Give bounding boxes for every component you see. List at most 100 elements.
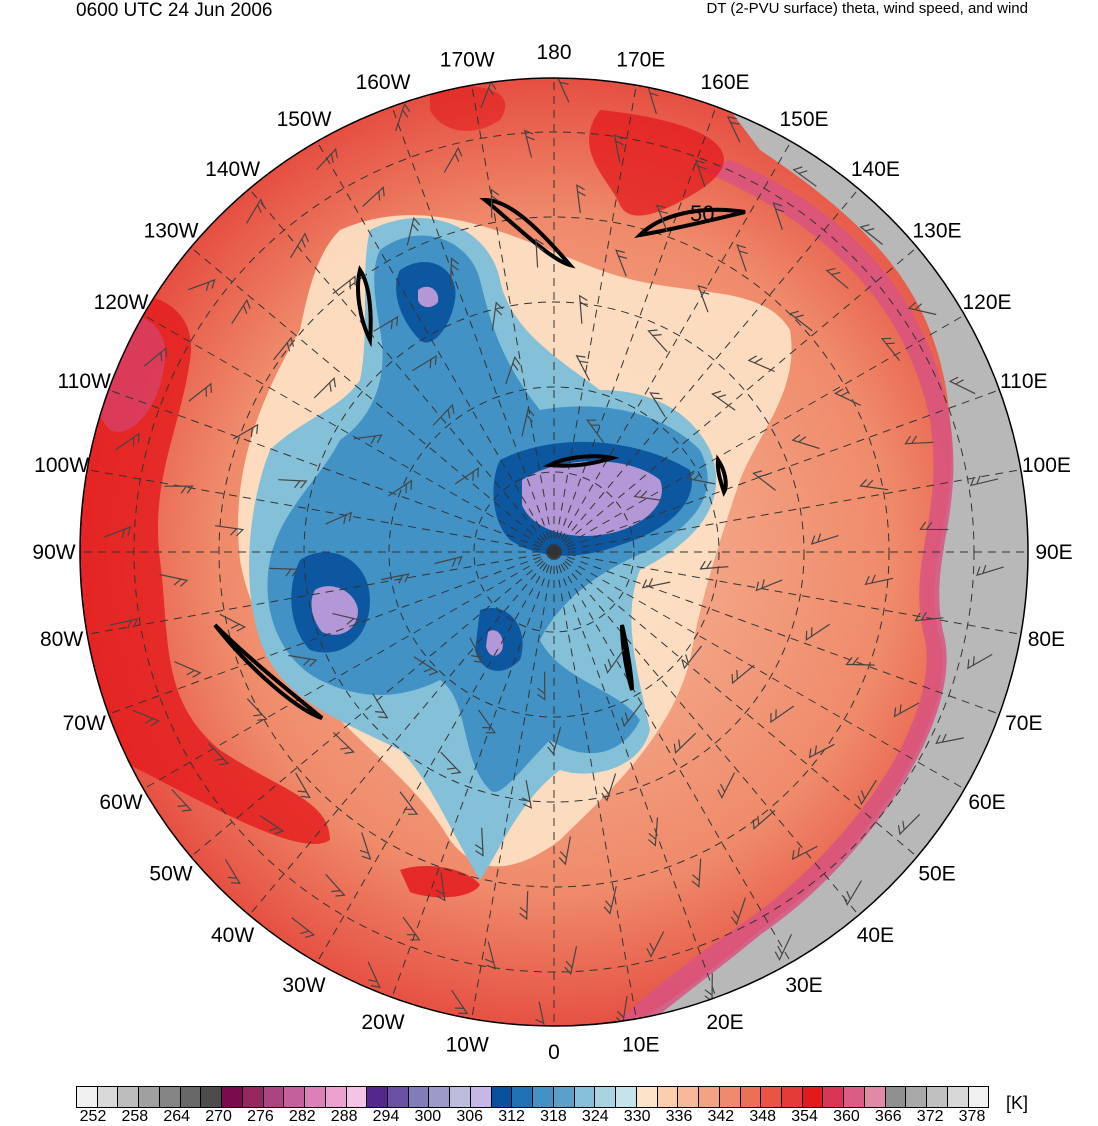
wind-barb — [325, 873, 346, 897]
colorbar-cell — [388, 1087, 409, 1107]
longitude-label: 40E — [857, 924, 894, 947]
wind-barb — [288, 654, 318, 667]
lavender-core-west — [311, 586, 358, 635]
wind-barb — [188, 278, 216, 291]
wind-barb — [214, 525, 245, 537]
wind-barb — [449, 257, 459, 287]
wind-barb — [373, 315, 399, 332]
longitude-label: 30W — [282, 974, 325, 997]
colorbar-labels: 252 258 264 270 276 282 288 294 300 306 312 318 324 3… — [76, 1108, 989, 1126]
wind-barb — [406, 216, 421, 246]
wind-barb — [907, 301, 937, 316]
colorbar-cell — [305, 1087, 326, 1107]
wind-barb — [245, 198, 265, 224]
colorbar-cell — [97, 1087, 119, 1107]
colorbar-cell — [657, 1087, 679, 1107]
wind-barb — [697, 284, 710, 313]
wind-barb — [171, 789, 193, 812]
longitude-label: 110E — [1000, 370, 1048, 393]
longitude-label: 30E — [785, 974, 822, 997]
colorbar-cell — [533, 1087, 554, 1107]
wind-barb — [613, 133, 625, 163]
colorbar-cell — [553, 1087, 575, 1107]
wind-barb — [399, 791, 419, 815]
colorbar-cell — [491, 1087, 513, 1107]
wind-barb — [810, 533, 839, 545]
wind-barb — [843, 880, 863, 906]
wind-barb — [681, 645, 703, 670]
wind-barb — [159, 573, 189, 587]
meridian-line — [316, 141, 555, 553]
colorbar-cell — [77, 1087, 98, 1107]
colorbar-cell — [118, 1087, 140, 1107]
meridian-line — [553, 551, 860, 916]
longitude-label: 160W — [356, 71, 411, 94]
wind-barb — [857, 779, 877, 806]
longitude-label: 130W — [144, 220, 199, 243]
colorbar-cell — [450, 1087, 471, 1107]
longitude-label: 100W — [34, 454, 89, 477]
wind-barb — [478, 709, 496, 734]
colorbar-cell — [844, 1087, 865, 1107]
meridian-line — [143, 314, 555, 553]
colorbar-cell — [968, 1087, 989, 1107]
longitude-label: 60W — [99, 791, 142, 814]
wind-barb — [808, 743, 835, 759]
wind-barb — [859, 478, 889, 491]
wind-barb — [641, 578, 671, 589]
longitude-label: 120E — [962, 291, 1011, 314]
wind-barb — [273, 336, 295, 361]
wind-barb — [435, 872, 446, 902]
wind-barb — [967, 653, 993, 670]
longitude-label: 180 — [536, 41, 571, 64]
meridian-line — [108, 551, 555, 715]
colorbar-tick-label: 366 — [874, 1108, 902, 1125]
wind-barb — [290, 232, 310, 259]
colorbar-cell — [595, 1087, 617, 1107]
colorbar-cell — [761, 1087, 782, 1107]
longitude-label: 40W — [211, 924, 254, 947]
longitude-label: 80W — [40, 628, 83, 651]
wind-barb — [231, 298, 251, 325]
wind-barb — [686, 472, 716, 485]
colorbar-tick-label: 324 — [581, 1108, 609, 1125]
wind-barb — [578, 294, 589, 324]
wind-barb — [564, 946, 578, 976]
wind-barb — [792, 166, 817, 187]
colorbar-tick-label: 300 — [414, 1108, 442, 1125]
wind-barb — [224, 859, 242, 885]
colorbar-cell — [636, 1087, 658, 1107]
longitude-label: 110W — [58, 370, 111, 393]
meridian-line — [190, 246, 555, 553]
meridian-line — [143, 551, 555, 790]
longitude-label: 50W — [149, 862, 192, 885]
wind-barb — [774, 933, 793, 961]
wind-barb — [372, 693, 389, 719]
wind-barb — [948, 376, 976, 395]
colorbar-cell — [408, 1087, 430, 1107]
colorbar-cell — [159, 1087, 181, 1107]
wind-barb — [772, 202, 785, 230]
meridian-line — [553, 246, 918, 553]
longitude-label: 90W — [32, 541, 75, 564]
wind-barb — [649, 392, 666, 418]
hot-band-east — [589, 110, 724, 216]
colorbar-cell — [512, 1087, 534, 1107]
colorbar-tick-label: 294 — [372, 1108, 400, 1125]
longitude-label: 10E — [622, 1033, 659, 1056]
grey-region-east — [620, 78, 1028, 1026]
longitude-label: 160E — [700, 71, 749, 94]
wind-barb — [717, 772, 736, 799]
colorbar-cell — [781, 1087, 803, 1107]
wind-barb — [791, 434, 820, 450]
wind-barb — [451, 989, 469, 1015]
wind-barb — [454, 467, 479, 485]
wind-barb — [535, 238, 545, 268]
wind-barb — [859, 224, 883, 245]
longitude-label: 150W — [277, 108, 332, 131]
meridian-line — [87, 551, 555, 635]
colorbar — [76, 1086, 989, 1108]
wind-barb — [505, 355, 521, 384]
longitude-label: 140E — [851, 158, 900, 181]
